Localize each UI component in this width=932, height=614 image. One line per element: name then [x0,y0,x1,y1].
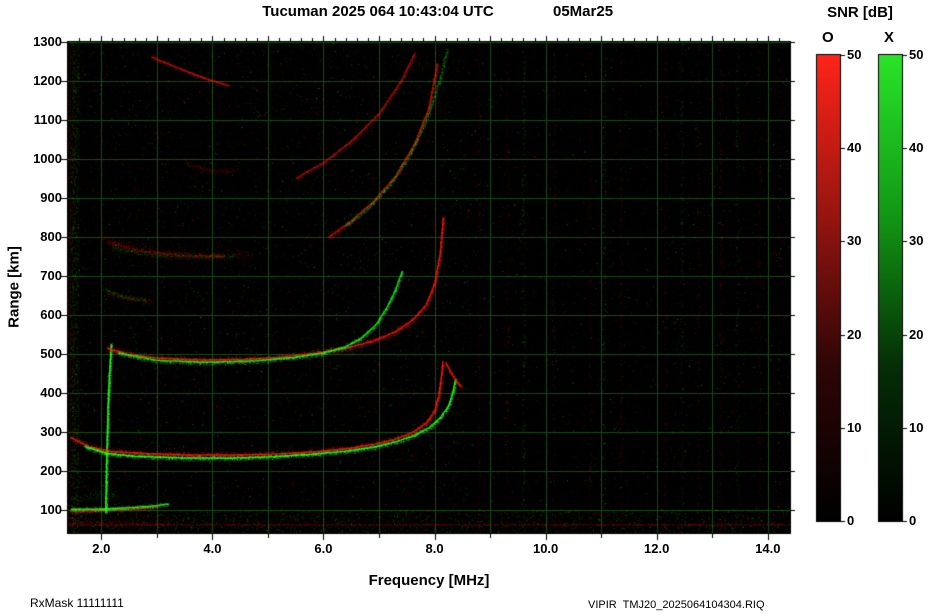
ionogram-canvas [0,0,932,614]
ionogram-figure: Tucuman 2025 064 10:43:04 UTC 05Mar25 Ra… [0,0,932,614]
